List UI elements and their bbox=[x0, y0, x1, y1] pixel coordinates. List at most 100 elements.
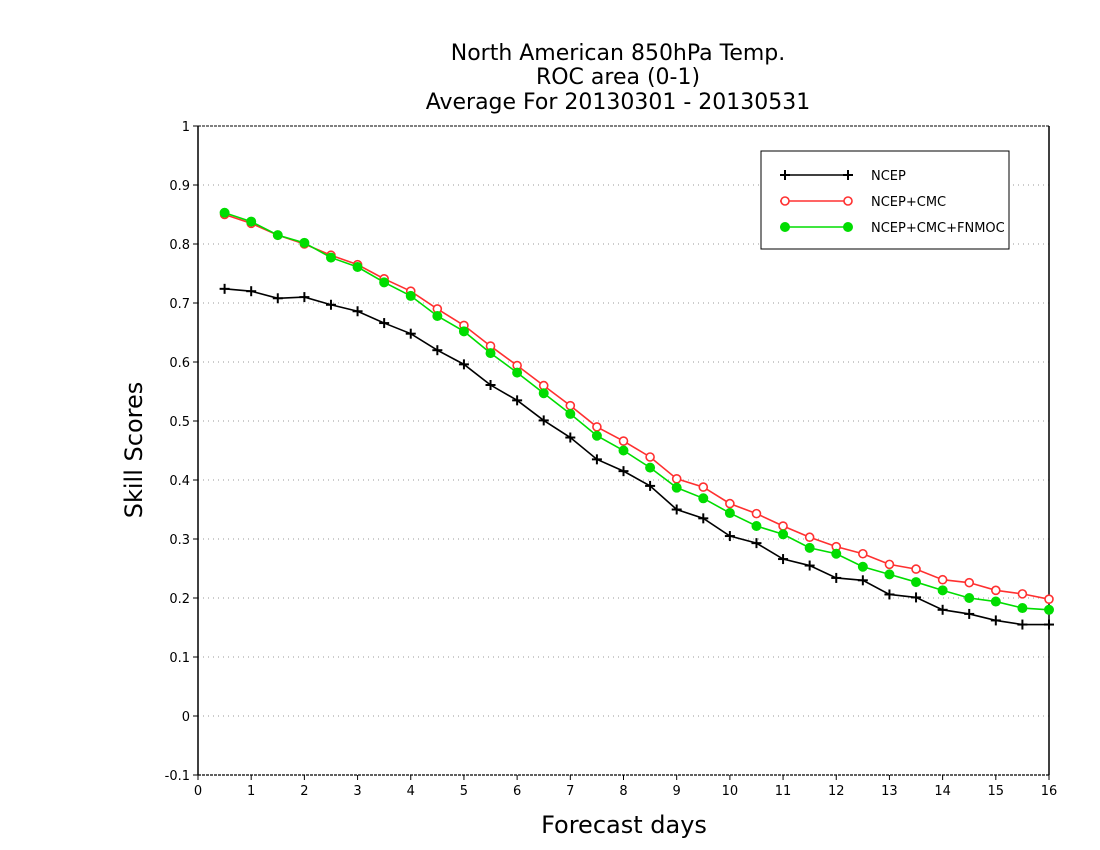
legend-item-ncep-cmc: NCEP+CMC bbox=[780, 195, 946, 210]
data-point-ncep-cmc-fnmoc bbox=[645, 462, 656, 473]
x-tick-label: 11 bbox=[775, 784, 792, 799]
data-point-ncep-cmc bbox=[991, 585, 1001, 596]
y-axis-label: Skill Scores bbox=[120, 382, 148, 519]
y-tick-label: 0.3 bbox=[169, 533, 190, 548]
legend-label: NCEP bbox=[871, 169, 906, 184]
series-line-ncep bbox=[224, 288, 1049, 626]
data-point-ncep bbox=[538, 415, 549, 426]
data-point-ncep-cmc-fnmoc bbox=[857, 561, 868, 572]
data-series bbox=[219, 207, 1054, 630]
legend-box bbox=[760, 150, 1010, 250]
data-point-ncep-cmc-fnmoc bbox=[831, 548, 842, 559]
legend-marker bbox=[843, 170, 853, 180]
legend-marker bbox=[780, 170, 790, 180]
series-ncep-cmc bbox=[219, 209, 1054, 604]
data-point-ncep bbox=[618, 466, 629, 477]
data-point-ncep-cmc-fnmoc bbox=[618, 445, 629, 456]
data-point-ncep-cmc-fnmoc bbox=[804, 542, 815, 553]
data-point-ncep bbox=[512, 395, 523, 406]
data-point-ncep-cmc-fnmoc bbox=[565, 408, 576, 419]
x-tick-label: 8 bbox=[619, 784, 627, 799]
x-tick-label: 15 bbox=[988, 784, 1005, 799]
y-tick-label: 0.1 bbox=[169, 651, 190, 666]
x-tick-label: 0 bbox=[194, 784, 202, 799]
data-point-ncep-cmc-fnmoc bbox=[538, 388, 549, 399]
data-point-ncep-cmc-fnmoc bbox=[671, 482, 682, 493]
legend-item-ncep-cmc-fnmoc: NCEP+CMC+FNMOC bbox=[780, 221, 1005, 236]
x-tick-label: 6 bbox=[513, 784, 521, 799]
data-point-ncep-cmc bbox=[911, 564, 921, 574]
data-point-ncep-cmc-fnmoc bbox=[485, 348, 496, 359]
x-tick-label: 12 bbox=[828, 784, 845, 799]
data-point-ncep-cmc bbox=[964, 577, 975, 588]
y-tick-label: 0.6 bbox=[169, 356, 190, 371]
data-point-ncep bbox=[565, 432, 576, 443]
y-tick-label: -0.1 bbox=[165, 769, 190, 784]
title-line-3: Average For 20130301 - 20130531 bbox=[426, 90, 811, 115]
series-ncep-cmc-fnmoc bbox=[219, 207, 1054, 615]
legend-marker bbox=[780, 196, 790, 206]
legend-marker bbox=[780, 222, 790, 232]
data-point-ncep-cmc bbox=[671, 474, 682, 484]
legend-marker bbox=[843, 196, 853, 206]
data-point-ncep-cmc-fnmoc bbox=[325, 252, 336, 263]
data-point-ncep-cmc-fnmoc bbox=[299, 237, 310, 248]
data-point-ncep bbox=[352, 306, 363, 317]
x-tick-label: 16 bbox=[1041, 784, 1058, 799]
data-point-ncep-cmc-fnmoc bbox=[219, 207, 230, 218]
data-point-ncep-cmc-fnmoc bbox=[432, 310, 443, 321]
data-point-ncep-cmc-fnmoc bbox=[591, 430, 602, 441]
series-ncep bbox=[219, 283, 1054, 630]
data-point-ncep bbox=[1044, 619, 1054, 630]
y-tick-label: 0.8 bbox=[169, 238, 190, 253]
data-point-ncep-cmc bbox=[565, 400, 576, 411]
data-point-ncep bbox=[379, 318, 390, 329]
data-point-ncep-cmc-fnmoc bbox=[990, 596, 1001, 607]
data-point-ncep-cmc-fnmoc bbox=[1044, 604, 1054, 615]
data-point-ncep-cmc bbox=[884, 559, 895, 570]
y-tick-label: 0.7 bbox=[169, 297, 190, 312]
data-point-ncep-cmc bbox=[1044, 594, 1054, 604]
x-tick-label: 1 bbox=[247, 784, 255, 799]
x-tick-label: 13 bbox=[881, 784, 898, 799]
data-point-ncep bbox=[645, 480, 656, 491]
data-point-ncep bbox=[299, 292, 310, 303]
data-point-ncep-cmc-fnmoc bbox=[352, 262, 363, 273]
data-point-ncep-cmc-fnmoc bbox=[246, 216, 257, 227]
data-point-ncep-cmc bbox=[618, 436, 629, 446]
data-point-ncep-cmc bbox=[804, 532, 815, 543]
data-point-ncep bbox=[1017, 619, 1028, 630]
data-point-ncep bbox=[405, 328, 416, 339]
x-tick-label: 5 bbox=[460, 784, 468, 799]
y-tick-label: 0.9 bbox=[169, 179, 190, 194]
chart-title: North American 850hPa Temp. ROC area (0-… bbox=[426, 41, 811, 115]
y-tick-label: 0.2 bbox=[169, 592, 190, 607]
x-tick-label: 10 bbox=[722, 784, 739, 799]
data-point-ncep bbox=[857, 575, 868, 586]
data-point-ncep bbox=[246, 286, 257, 297]
data-point-ncep bbox=[884, 589, 895, 600]
data-point-ncep-cmc-fnmoc bbox=[405, 290, 416, 301]
x-tick-label: 3 bbox=[353, 784, 361, 799]
data-point-ncep bbox=[778, 554, 789, 565]
data-point-ncep bbox=[937, 604, 948, 615]
data-point-ncep-cmc-fnmoc bbox=[272, 230, 283, 241]
data-point-ncep bbox=[724, 531, 735, 542]
data-point-ncep-cmc bbox=[778, 521, 788, 531]
data-point-ncep bbox=[964, 608, 975, 619]
data-point-ncep bbox=[990, 615, 1001, 626]
legend-label: NCEP+CMC bbox=[871, 195, 946, 210]
data-point-ncep bbox=[458, 359, 469, 370]
data-point-ncep bbox=[804, 560, 815, 571]
y-tick-label: 0.4 bbox=[169, 474, 190, 489]
data-point-ncep-cmc bbox=[645, 452, 655, 462]
title-line-2: ROC area (0-1) bbox=[536, 65, 700, 90]
x-tick-label: 9 bbox=[673, 784, 681, 799]
data-point-ncep bbox=[591, 454, 602, 465]
y-tick-label: 0 bbox=[182, 710, 190, 725]
y-tick-label: 1 bbox=[182, 120, 190, 135]
x-tick-label: 7 bbox=[566, 784, 574, 799]
legend: NCEP NCEP+CMC NCEP+CMC+FNMOC bbox=[760, 150, 1010, 250]
data-point-ncep-cmc-fnmoc bbox=[698, 493, 709, 504]
data-point-ncep bbox=[325, 299, 336, 310]
